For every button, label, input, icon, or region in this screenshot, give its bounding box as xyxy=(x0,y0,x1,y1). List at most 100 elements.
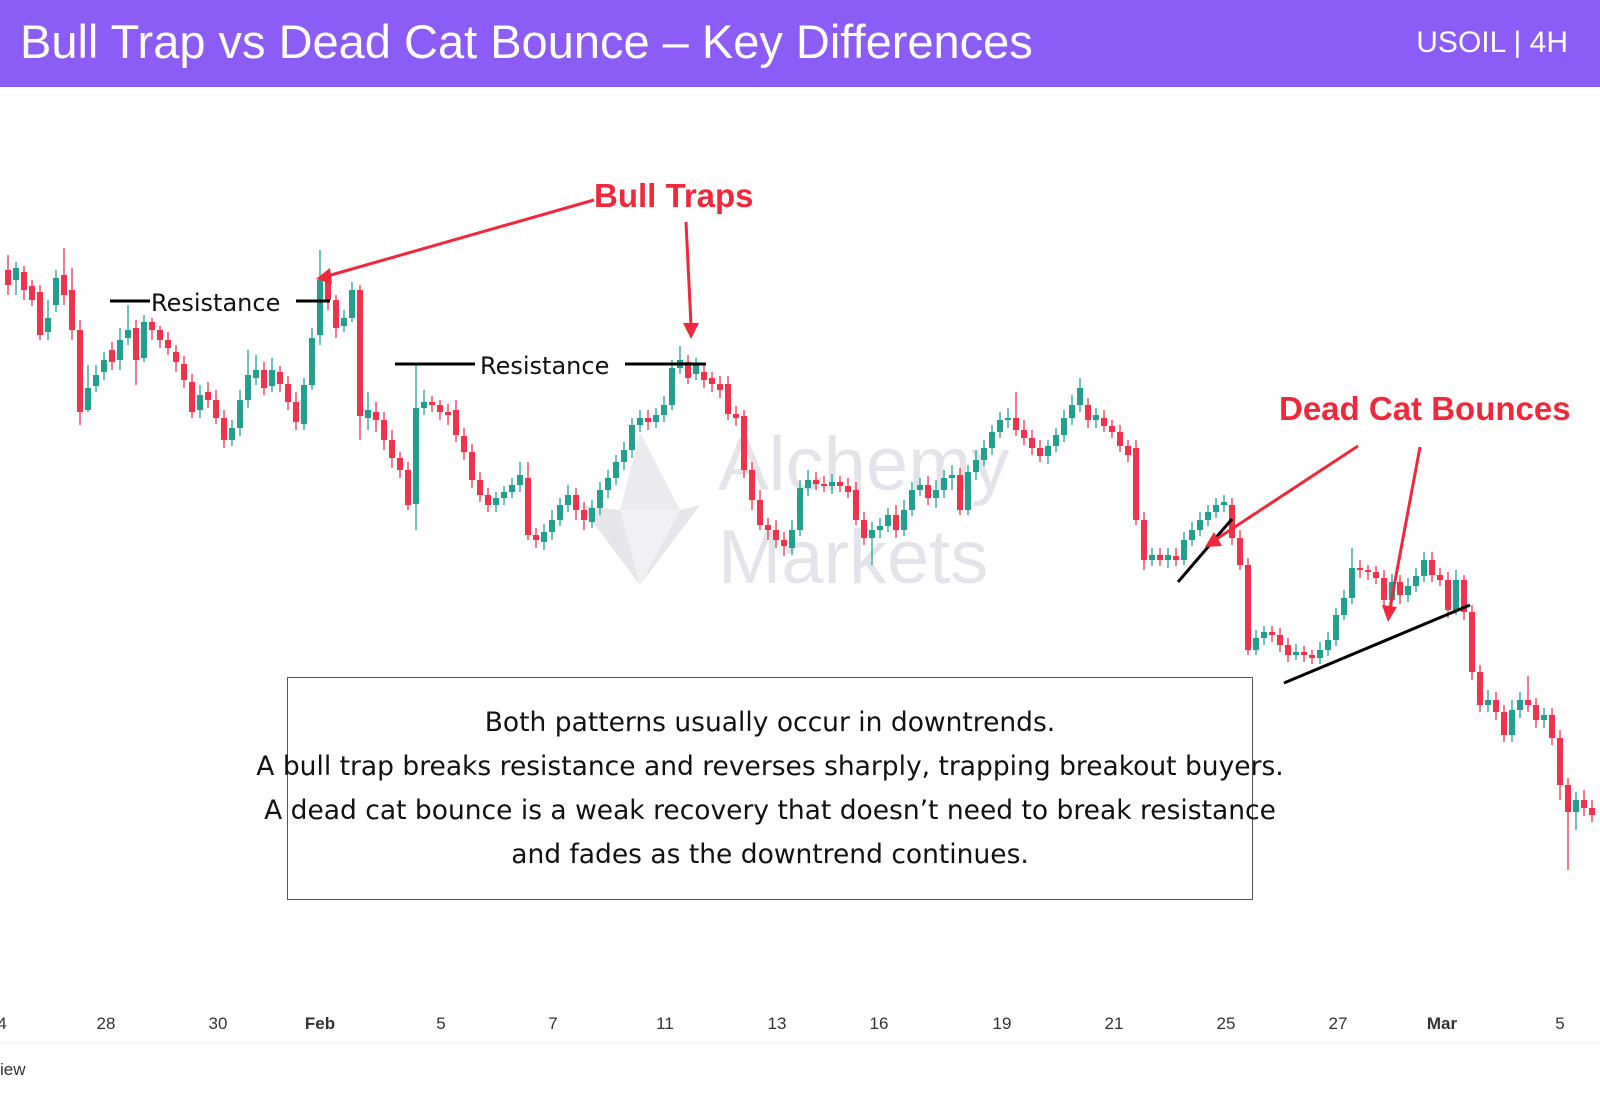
candle-body-bear xyxy=(581,510,587,520)
candle-body-bull xyxy=(981,448,987,460)
candle-body-bear xyxy=(173,352,179,362)
candle-body-bull xyxy=(997,420,1003,432)
candle-body-bear xyxy=(861,520,867,538)
candle-body-bear xyxy=(1397,582,1403,595)
candle-body-bear xyxy=(925,485,931,498)
candle-body-bull xyxy=(269,370,275,386)
candle-body-bear xyxy=(533,535,539,540)
candle-body-bear xyxy=(21,272,27,290)
candle-body-bull xyxy=(901,510,907,530)
candle-body-bear xyxy=(261,370,267,388)
candle-body-bear xyxy=(1501,712,1507,735)
candle-body-bear xyxy=(1477,672,1483,705)
bull-trap-arrow-1 xyxy=(316,198,595,284)
x-tick-label: 25 xyxy=(1217,1014,1236,1033)
candle-body-bull xyxy=(1005,418,1011,420)
x-tick-label: 5 xyxy=(1555,1014,1564,1033)
candle-body-bull xyxy=(1573,800,1579,812)
candle-body-bull xyxy=(629,425,635,450)
note-line-2: A bull trap breaks resistance and revers… xyxy=(256,750,1284,782)
candle-body-bear xyxy=(437,405,443,412)
watermark-line2: Markets xyxy=(718,515,988,600)
x-tick-label: 13 xyxy=(768,1014,787,1033)
candle-body-bull xyxy=(1509,710,1515,735)
candle-body-bull xyxy=(557,505,563,520)
candle-body-bear xyxy=(325,282,331,300)
dead-cat-bounces-label: Dead Cat Bounces xyxy=(1279,390,1571,427)
candle-body-bear xyxy=(781,540,787,546)
bull-trap-arrow-2 xyxy=(683,221,699,339)
candle-body-bear xyxy=(1381,578,1387,600)
candle-body-bull xyxy=(1333,615,1339,640)
candle-body-bull xyxy=(613,462,619,478)
candle-body-bull xyxy=(1349,568,1355,598)
candle-body-bear xyxy=(1525,700,1531,705)
candle-body-bear xyxy=(757,500,763,525)
candle-body-bear xyxy=(1125,446,1131,455)
candle-body-bear xyxy=(429,402,435,405)
watermark: Alchemy Markets xyxy=(580,422,1009,600)
candle-body-bull xyxy=(933,490,939,498)
candle-body-bear xyxy=(1437,575,1443,580)
candle-body-bull xyxy=(421,402,427,408)
resistance-label-bg-1 xyxy=(150,286,296,316)
candle-body-bear xyxy=(701,372,707,380)
watermark-logo-icon xyxy=(580,432,700,585)
dcb-arrow-1 xyxy=(1205,444,1359,547)
candle-body-bull xyxy=(797,488,803,530)
candle-body-bear xyxy=(77,330,83,412)
candle-body-bull xyxy=(597,490,603,508)
candle-body-bear xyxy=(1229,505,1235,538)
page-title: Bull Trap vs Dead Cat Bounce – Key Diffe… xyxy=(20,15,1033,68)
candle-body-bull xyxy=(621,450,627,462)
candle-body-bear xyxy=(749,470,755,500)
candle-body-bear xyxy=(189,382,195,412)
candle-body-bull xyxy=(301,385,307,424)
candle-body-bear xyxy=(1301,652,1307,655)
candle-body-bull xyxy=(661,405,667,415)
candle-body-bull xyxy=(565,495,571,505)
candle-body-bull xyxy=(653,415,659,422)
x-tick-label: Feb xyxy=(305,1014,335,1033)
candle-body-bull xyxy=(1093,415,1099,420)
candle-body-bear xyxy=(5,270,11,285)
candle-body-bear xyxy=(1493,700,1499,712)
x-tick-label: 21 xyxy=(1105,1014,1124,1033)
candle-body-bear xyxy=(1237,538,1243,565)
candle-body-bear xyxy=(373,412,379,420)
candle-body-bull xyxy=(989,432,995,448)
candle-body-bear xyxy=(29,286,35,300)
x-tick-label: 11 xyxy=(656,1014,674,1033)
candle-body-bull xyxy=(141,322,147,358)
candle-body-bear xyxy=(405,470,411,505)
candle-body-bull xyxy=(413,408,419,504)
candle-body-bear xyxy=(221,418,227,440)
candle-body-bull xyxy=(1213,505,1219,512)
candle-body-bear xyxy=(157,330,163,340)
candle-body-bull xyxy=(117,340,123,360)
candle-body-bull xyxy=(885,515,891,526)
candle-body-bear xyxy=(1085,405,1091,420)
candle-body-bull xyxy=(1205,512,1211,520)
candle-body-bear xyxy=(285,384,291,402)
candle-body-bear xyxy=(813,480,819,484)
candle-body-bull xyxy=(1325,640,1331,650)
candle-body-bear xyxy=(1309,655,1315,658)
candle-body-bear xyxy=(461,436,467,452)
candle-body-bear xyxy=(453,410,459,435)
time-axis: 4 28 30 Feb 5 7 11 13 16 19 21 25 27 Mar 5 xyxy=(0,1014,1565,1033)
candle-body-bull xyxy=(85,388,91,410)
candle-body-bull xyxy=(1317,650,1323,658)
candle-body-bear xyxy=(165,340,171,348)
candle-body-bull xyxy=(1485,700,1491,705)
bull-traps-label: Bull Traps xyxy=(594,177,754,214)
candle-body-bull xyxy=(541,532,547,542)
candle-body-bear xyxy=(333,300,339,328)
candle-body-bull xyxy=(869,530,875,538)
candle-body-bull xyxy=(1077,388,1083,405)
candle-body-bear xyxy=(1557,738,1563,785)
candle-body-bear xyxy=(837,482,843,486)
candle-body-bear xyxy=(1133,448,1139,520)
candle-body-bear xyxy=(709,378,715,384)
candle-body-bull xyxy=(1405,586,1411,595)
